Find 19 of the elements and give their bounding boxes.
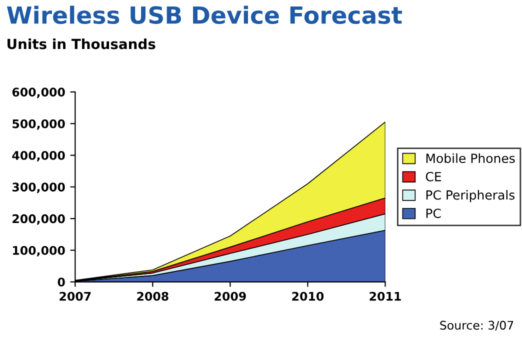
legend-label: Mobile Phones [426,153,515,164]
y-tick-label: 500,000 [12,119,65,130]
y-tick-label: 600,000 [12,88,65,98]
y-tick-label: 400,000 [12,150,65,162]
x-tick-label: 2011 [370,292,401,301]
x-tick-label: 2008 [137,292,168,301]
x-tick-label: 2010 [292,292,324,301]
y-tick-label: 100,000 [13,246,65,256]
x-tick-label: 2007 [60,292,91,301]
x-tick-label: 2009 [214,292,246,301]
y-tick-label: 0 [58,278,65,287]
source-note: Source: 3/07 [440,320,514,331]
legend-label: PC Peripherals [426,190,515,202]
chart-title: Wireless USB Device Forecast [6,6,402,24]
chart-subtitle: Units in Thousands [8,38,156,50]
y-tick-label: 300,000 [12,182,65,194]
legend-label: PC [426,208,441,218]
legend-label: CE [426,172,442,182]
y-tick-label: 200,000 [12,214,65,225]
